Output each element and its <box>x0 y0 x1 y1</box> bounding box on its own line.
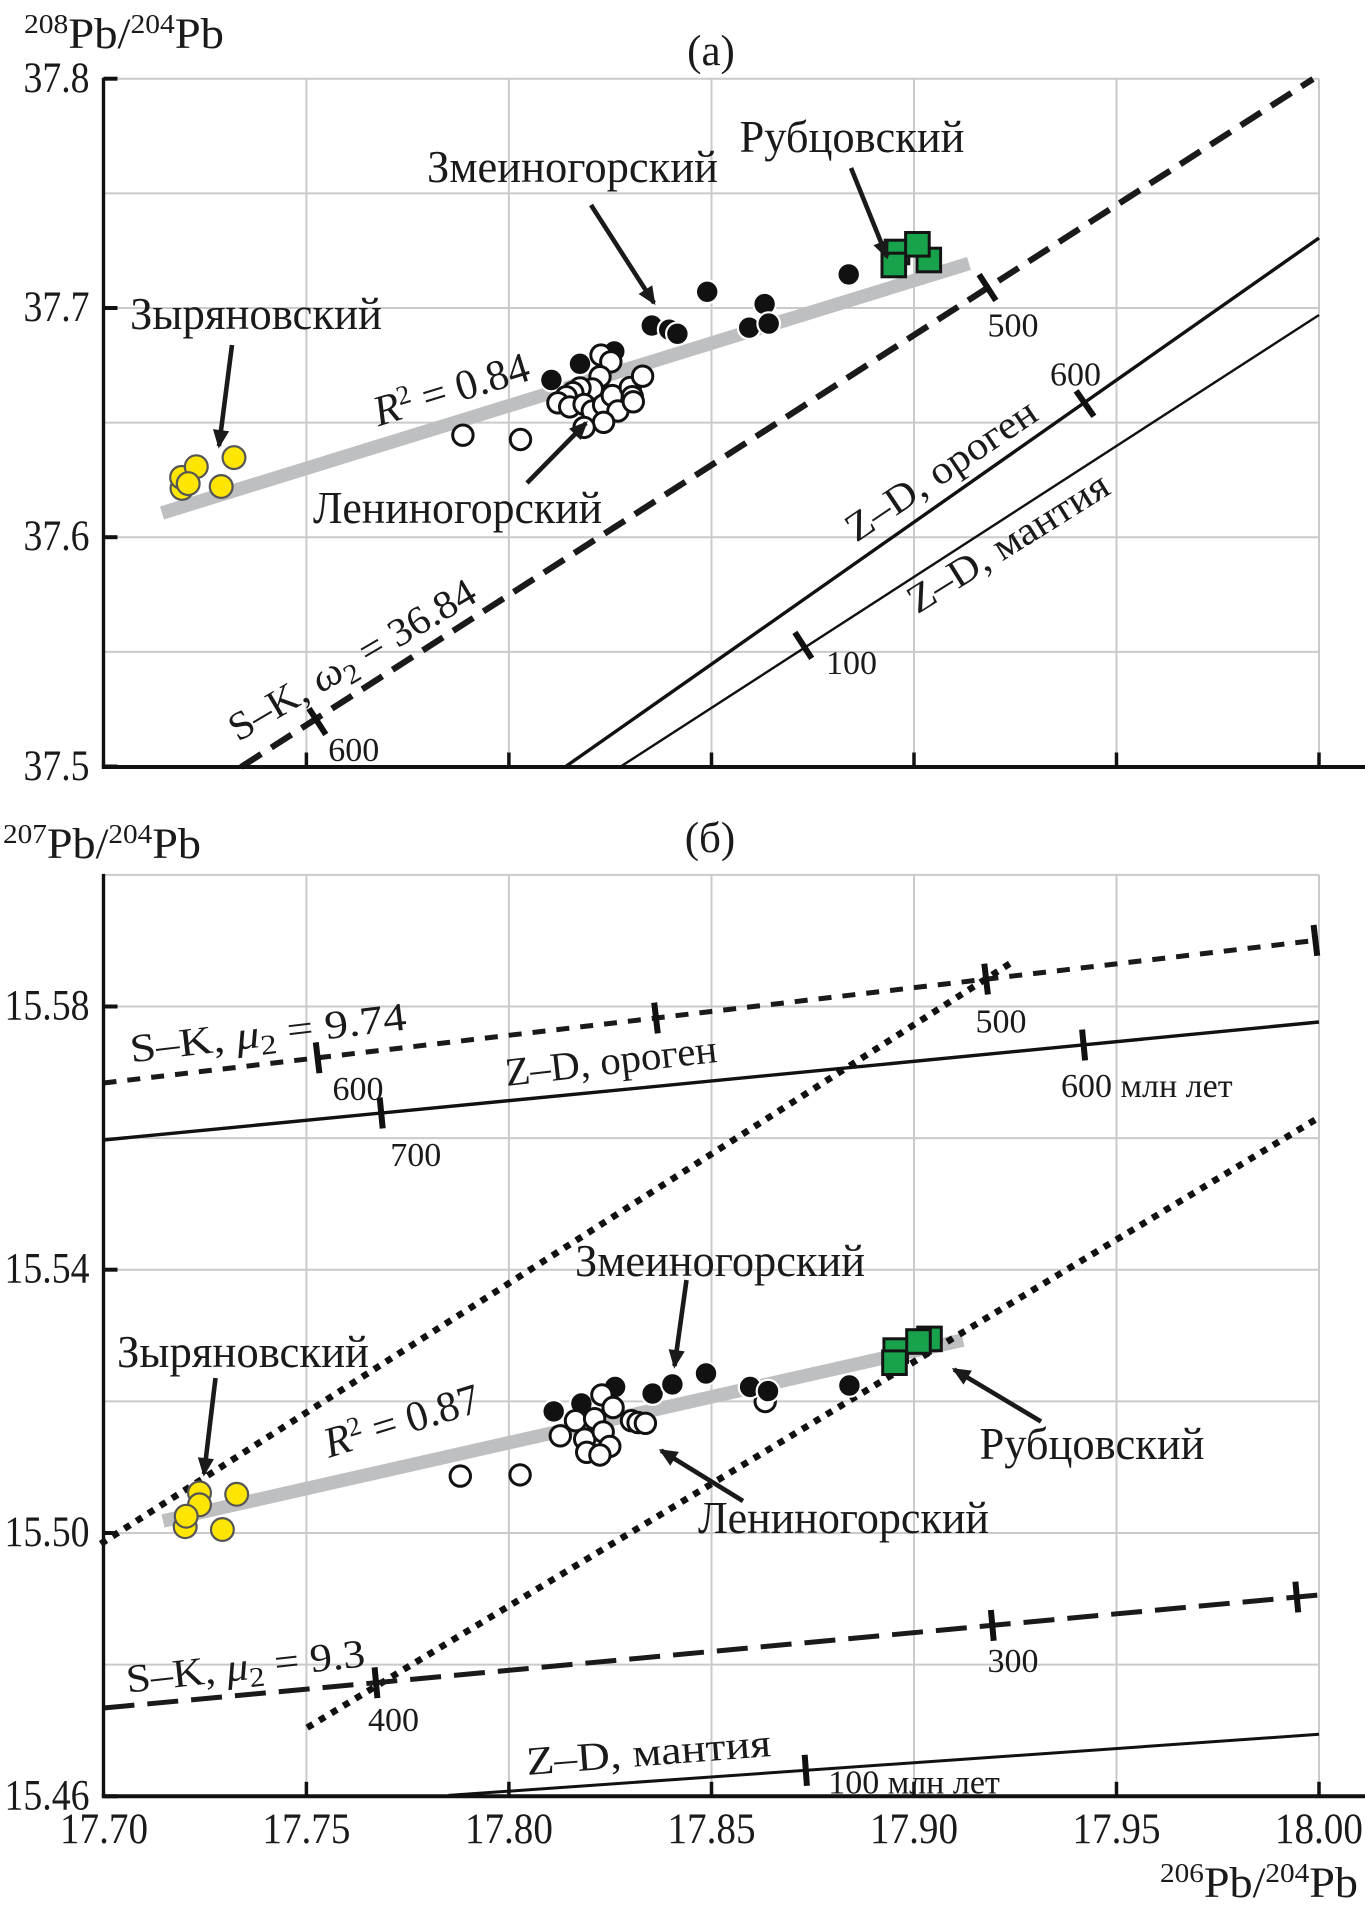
svg-text:15.58: 15.58 <box>5 983 90 1030</box>
svg-text:37.8: 37.8 <box>24 55 90 102</box>
svg-text:Змеиногорский: Змеиногорский <box>427 142 718 192</box>
svg-text:Рубцовский: Рубцовский <box>740 112 965 162</box>
svg-text:17.85: 17.85 <box>668 1806 756 1853</box>
svg-text:(б): (б) <box>685 815 736 862</box>
svg-text:600 млн лет: 600 млн лет <box>1061 1068 1233 1105</box>
svg-text:600: 600 <box>328 732 379 769</box>
svg-text:17.75: 17.75 <box>262 1806 350 1853</box>
svg-text:Зыряновский: Зыряновский <box>130 289 382 339</box>
svg-text:208Pb/204Pb: 208Pb/204Pb <box>24 8 224 58</box>
svg-text:Рубцовский: Рубцовский <box>980 1419 1205 1469</box>
svg-text:17.70: 17.70 <box>60 1806 148 1853</box>
svg-text:600: 600 <box>1050 357 1101 394</box>
svg-text:100: 100 <box>826 645 877 682</box>
svg-text:207Pb/204Pb: 207Pb/204Pb <box>3 818 201 868</box>
svg-text:37.6: 37.6 <box>24 513 90 560</box>
svg-text:Зыряновский: Зыряновский <box>117 1327 369 1377</box>
svg-text:17.90: 17.90 <box>870 1806 958 1853</box>
svg-text:18.00: 18.00 <box>1275 1806 1363 1853</box>
svg-text:(а): (а) <box>687 28 735 75</box>
svg-text:37.5: 37.5 <box>24 743 90 790</box>
svg-text:400: 400 <box>368 1702 419 1739</box>
svg-text:17.95: 17.95 <box>1073 1806 1161 1853</box>
svg-text:300: 300 <box>988 1643 1039 1680</box>
svg-text:Лениногорский: Лениногорский <box>313 483 602 533</box>
svg-text:100 млн лет: 100 млн лет <box>828 1765 1000 1802</box>
svg-text:15.46: 15.46 <box>5 1772 90 1819</box>
svg-text:15.50: 15.50 <box>5 1509 90 1556</box>
svg-text:15.54: 15.54 <box>5 1246 90 1293</box>
svg-text:37.7: 37.7 <box>24 284 90 331</box>
svg-text:500: 500 <box>988 308 1039 345</box>
svg-text:700: 700 <box>390 1137 441 1174</box>
svg-text:500: 500 <box>976 1004 1027 1041</box>
svg-text:600: 600 <box>333 1071 384 1108</box>
svg-text:Лениногорский: Лениногорский <box>698 1493 989 1543</box>
svg-text:Змеиногорский: Змеиногорский <box>575 1236 865 1286</box>
svg-text:206Pb/204Pb: 206Pb/204Pb <box>1160 1857 1358 1907</box>
svg-text:17.80: 17.80 <box>465 1806 553 1853</box>
